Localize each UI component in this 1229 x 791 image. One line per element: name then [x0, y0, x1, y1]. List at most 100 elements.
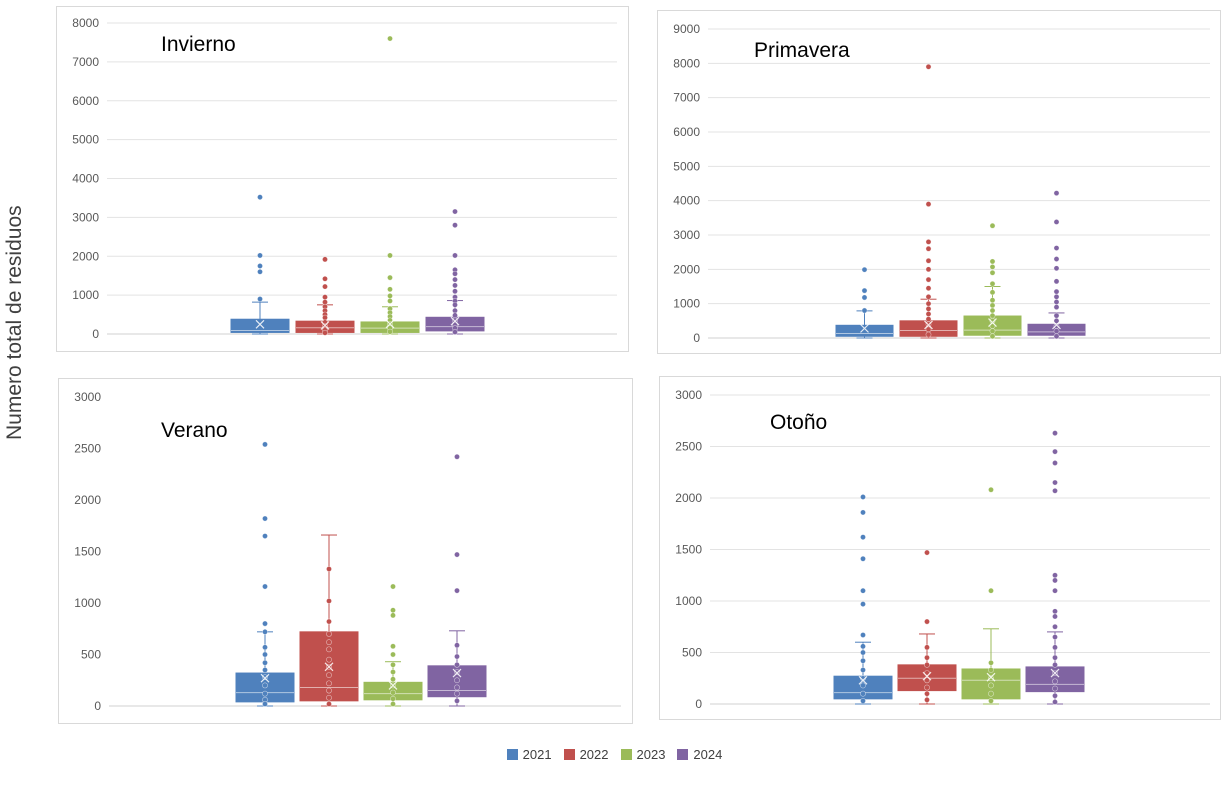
legend-label: 2023 [636, 746, 666, 762]
y-tick-label: 3000 [673, 228, 700, 242]
box-iqr [835, 324, 894, 337]
mean-marker [260, 673, 270, 683]
data-point [454, 669, 460, 675]
data-point [861, 307, 868, 314]
data-point [1052, 572, 1058, 579]
chart-title: Primavera [754, 39, 850, 62]
data-point [387, 35, 393, 42]
data-point [452, 301, 458, 308]
data-point [1053, 256, 1060, 262]
y-tick-label: 3000 [72, 210, 99, 224]
box-series-2024 [1025, 430, 1085, 705]
data-point [925, 276, 932, 283]
data-point [924, 644, 930, 651]
data-point [326, 701, 332, 707]
data-point [326, 646, 332, 653]
data-point [925, 316, 932, 323]
data-point [989, 222, 996, 229]
data-point [989, 269, 996, 276]
mean-marker [450, 316, 460, 326]
data-point [322, 283, 328, 290]
data-point [989, 312, 996, 319]
data-point [452, 252, 458, 259]
data-point [326, 566, 332, 572]
data-point [1053, 288, 1060, 295]
y-tick-label: 2000 [72, 249, 99, 263]
y-tick-label: 500 [682, 646, 702, 660]
legend-swatch [563, 748, 575, 760]
data-point [262, 674, 268, 681]
data-point [860, 509, 866, 516]
data-point [452, 208, 458, 215]
data-point [989, 264, 996, 270]
y-tick-label: 5000 [673, 159, 700, 173]
legend-swatch [506, 748, 518, 760]
data-point [452, 282, 458, 289]
data-point [1052, 587, 1058, 594]
data-point [262, 533, 268, 539]
data-point [925, 285, 932, 292]
data-point [322, 275, 328, 282]
data-point [1052, 654, 1058, 661]
legend-swatch [620, 748, 632, 760]
data-point [1052, 487, 1058, 494]
legend: 2021 2022 2023 2024 [0, 744, 1229, 764]
y-tick-label: 2000 [673, 262, 700, 276]
data-point [924, 677, 930, 684]
data-point [390, 651, 396, 658]
chart-primavera: 0 1000 2000 3000 4000 5000 6000 7000 8000 9000 Pri… [673, 22, 1210, 345]
mean-marker [924, 320, 933, 330]
data-point [860, 601, 866, 607]
y-axis-label: Numero total de residuos [3, 205, 26, 440]
data-point [257, 194, 263, 201]
y-tick-label: 1000 [675, 594, 702, 608]
data-point [988, 690, 994, 697]
box-series-2023 [961, 486, 1021, 705]
y-tick-label: 6000 [673, 125, 700, 139]
data-point [1052, 608, 1058, 615]
mean-marker [986, 672, 996, 682]
data-point [924, 549, 930, 556]
data-point [1053, 265, 1060, 272]
mean-marker [860, 323, 869, 333]
y-tick-label: 4000 [72, 172, 99, 186]
data-point [989, 302, 996, 309]
data-point [988, 675, 994, 682]
chart-panel-primavera: 0 1000 2000 3000 4000 5000 6000 7000 8000 9000 Pri… [657, 10, 1221, 354]
data-point [1052, 577, 1058, 584]
box-series-2023 [360, 35, 420, 335]
y-tick-label: 3000 [675, 388, 702, 402]
data-point [989, 297, 996, 304]
data-point [1052, 479, 1058, 486]
data-point [1052, 460, 1058, 466]
data-point [924, 696, 930, 703]
data-point [988, 659, 994, 666]
data-point [454, 697, 460, 704]
box-series-2021 [835, 266, 894, 339]
data-point [1053, 304, 1060, 310]
data-point [1052, 448, 1058, 455]
data-point [262, 620, 268, 627]
data-point [326, 694, 332, 701]
y-tick-label: 0 [92, 327, 99, 341]
data-point [1052, 699, 1058, 705]
chart-invierno: 0 1000 2000 3000 4000 5000 6000 7000 8000 Inviern… [72, 16, 617, 341]
data-point [322, 256, 328, 263]
y-tick-label: 1500 [675, 543, 702, 557]
data-point [322, 329, 328, 336]
data-point [390, 583, 396, 590]
data-point [925, 305, 932, 312]
y-tick-label: 500 [81, 648, 101, 662]
data-point [326, 598, 332, 604]
legend-label: 2021 [522, 746, 552, 762]
data-point [1052, 685, 1058, 692]
data-point [1052, 644, 1058, 651]
data-point [387, 286, 393, 293]
mean-marker [1050, 668, 1060, 678]
data-point [262, 583, 268, 590]
data-point [860, 643, 866, 650]
data-point [988, 587, 994, 594]
mean-marker [988, 318, 997, 327]
data-point [262, 682, 268, 689]
y-tick-label: 4000 [673, 194, 700, 208]
